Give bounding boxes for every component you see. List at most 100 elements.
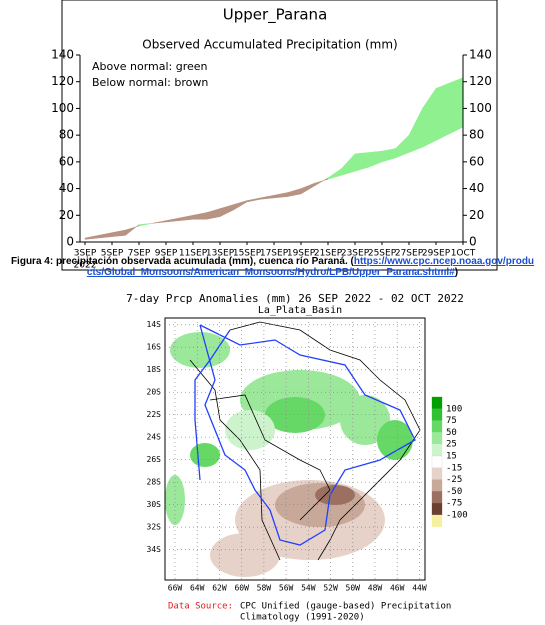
lat-label: 16S	[147, 343, 162, 352]
colorbar-label: 75	[446, 416, 457, 426]
below-normal-area	[98, 232, 113, 239]
x-tick-label: 11SEP	[179, 249, 208, 259]
colorbar-box	[431, 503, 443, 516]
x-tick-label: 1OCT	[451, 249, 476, 259]
colorbar-box	[431, 479, 443, 492]
map-title: 7-day Prcp Anomalies (mm) 26 SEP 2022 - …	[126, 292, 464, 305]
caption-text: Figura 4: precipitación observada acumul…	[10, 256, 354, 267]
lon-label: 62W	[212, 584, 227, 593]
above-normal-area	[435, 82, 450, 141]
colorbar-box	[431, 444, 443, 457]
colorbar-box	[431, 467, 443, 480]
y-tick-label: 0	[469, 235, 477, 249]
x-tick-label: 5SEP	[101, 249, 124, 259]
below-normal-area	[219, 204, 234, 218]
colorbar-label: -100	[446, 511, 468, 521]
lon-label: 54W	[301, 584, 316, 593]
y-tick-label: 60	[469, 154, 484, 168]
lon-label: 44W	[412, 584, 427, 593]
colorbar-label: 25	[446, 440, 457, 450]
map-frame	[164, 317, 426, 581]
lat-label: 26S	[147, 455, 162, 464]
lon-label: 48W	[368, 584, 383, 593]
map-subtitle: La_Plata_Basin	[258, 305, 342, 316]
x-tick-label: 25SEP	[368, 249, 397, 259]
below-normal-area	[152, 220, 167, 224]
colorbar-label: -50	[446, 487, 462, 497]
annotation: Below normal: brown	[92, 76, 208, 89]
lat-label: 24S	[147, 433, 162, 442]
x-tick-label: 15SEP	[233, 249, 262, 259]
colorbar-box	[431, 491, 443, 504]
colorbar-label: -15	[446, 463, 462, 473]
colorbar-box	[431, 396, 443, 409]
below-normal-area	[233, 200, 248, 211]
below-normal-area	[260, 194, 275, 200]
x-tick-label: 3SEP	[74, 249, 97, 259]
x-tick-label: 21SEP	[314, 249, 343, 259]
above-normal-area	[422, 87, 437, 148]
below-normal-area	[165, 217, 180, 223]
below-normal-area	[314, 177, 329, 187]
y-tick-label: 120	[469, 74, 492, 88]
lon-label: 66W	[168, 584, 183, 593]
lon-label: 50W	[346, 584, 361, 593]
above-normal-area	[408, 108, 423, 153]
y-tick-label: 80	[59, 128, 74, 142]
figure-caption: Figura 4: precipitación observada acumul…	[10, 256, 535, 278]
y-tick-label: 20	[469, 208, 484, 222]
below-normal-area	[84, 235, 99, 240]
lat-label: 18S	[147, 365, 162, 374]
above-normal-area	[395, 134, 410, 159]
above-normal-area	[354, 152, 369, 172]
below-normal-area	[273, 192, 288, 199]
lat-label: 14S	[147, 320, 162, 329]
figure-frame	[61, 0, 498, 271]
y-tick-label: 120	[51, 74, 74, 88]
below-normal-area	[192, 212, 207, 220]
y-tick-label: 140	[51, 48, 74, 62]
y-tick-label: 20	[59, 208, 74, 222]
lon-label: 58W	[257, 584, 272, 593]
lon-label: 64W	[190, 584, 205, 593]
colorbar-label: -75	[446, 499, 462, 509]
lat-label: 20S	[147, 388, 162, 397]
annotation: Above normal: green	[92, 60, 208, 73]
x-tick-label: 29SEP	[422, 249, 451, 259]
lon-label: 56W	[279, 584, 294, 593]
colorbar-label: 50	[446, 428, 457, 438]
caption-link[interactable]: https://www.cpc.ncep.noaa.gov/products/G…	[86, 256, 535, 278]
colorbar-box	[431, 514, 443, 527]
lon-label: 46W	[390, 584, 405, 593]
below-normal-area	[287, 188, 302, 197]
below-normal-area	[179, 214, 194, 221]
above-normal-area	[327, 168, 342, 180]
below-normal-area	[206, 208, 221, 220]
x-tick-label: 13SEP	[206, 249, 235, 259]
above-normal-area	[368, 150, 383, 168]
y-tick-label: 60	[59, 154, 74, 168]
lat-label: 30S	[147, 500, 162, 509]
lon-label: 60W	[234, 584, 249, 593]
year-label: 2022	[74, 261, 97, 271]
chart-subtitle: Observed Accumulated Precipitation (mm)	[142, 38, 397, 52]
above-normal-area	[449, 77, 464, 135]
above-normal-area	[341, 153, 356, 176]
y-tick-label: 0	[66, 235, 74, 249]
below-normal-area	[125, 224, 140, 236]
below-normal-area	[246, 197, 261, 203]
x-tick-label: 17SEP	[260, 249, 289, 259]
map-shading	[165, 332, 413, 577]
colorbar-box	[431, 420, 443, 433]
y-tick-label: 40	[469, 181, 484, 195]
below-normal-area	[111, 229, 126, 237]
lat-label: 22S	[147, 410, 162, 419]
y-tick-label: 100	[51, 101, 74, 115]
data-source-text: Climatology (1991-2020)	[240, 613, 365, 623]
below-normal-area	[300, 182, 315, 195]
y-tick-label: 80	[469, 128, 484, 142]
above-normal-area	[138, 223, 153, 227]
x-tick-label: 19SEP	[287, 249, 316, 259]
above-normal-area	[381, 148, 396, 163]
